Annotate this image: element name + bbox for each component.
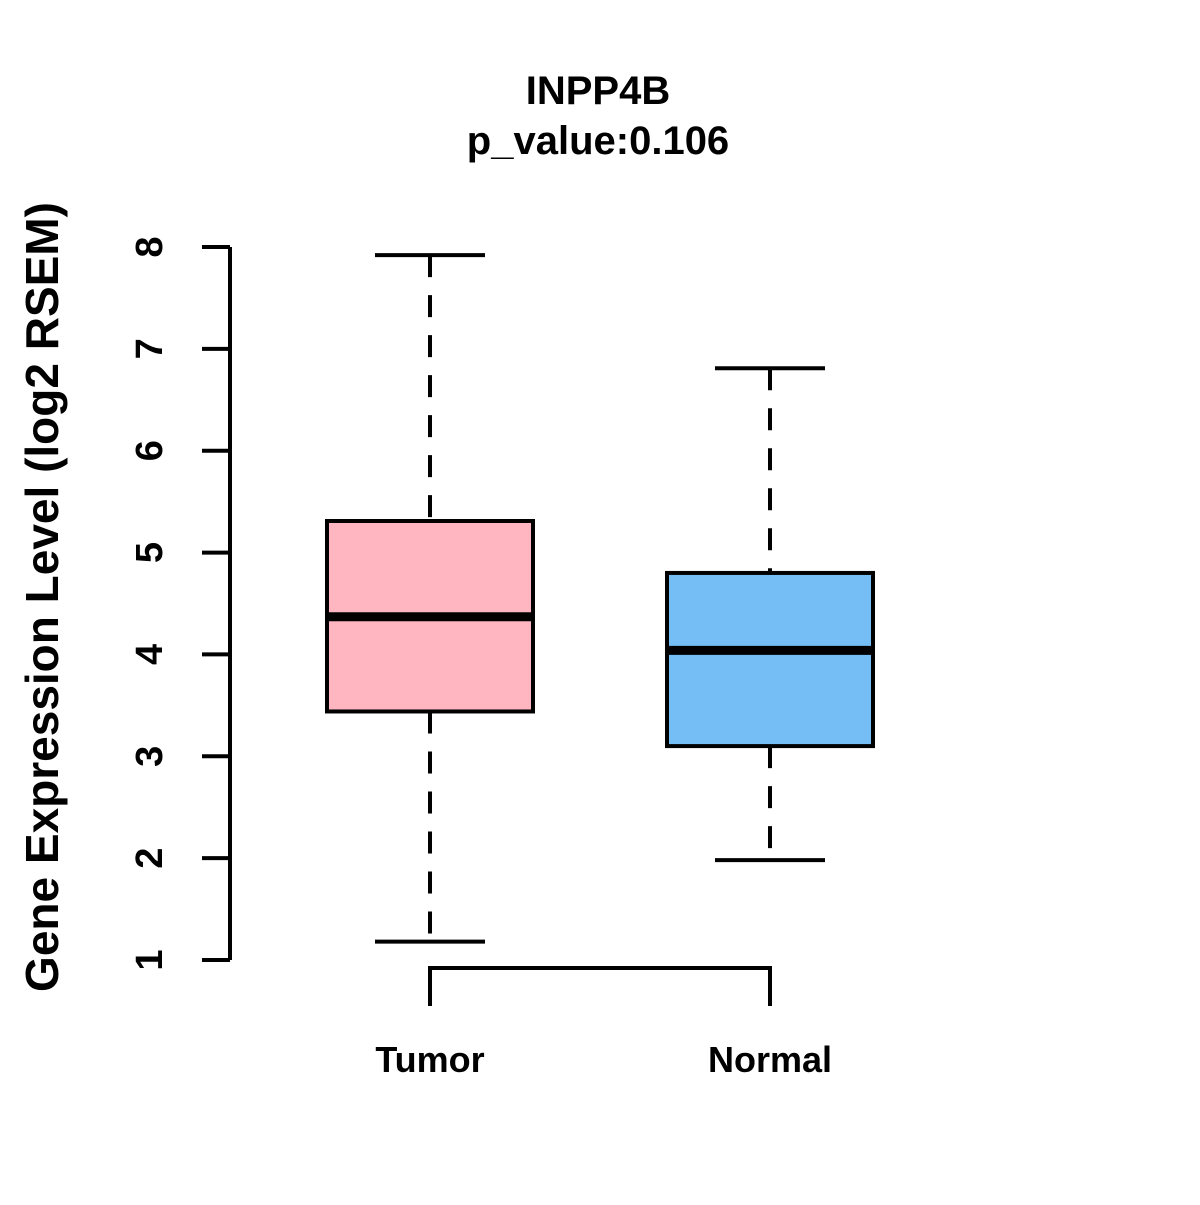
y-tick-label: 5 bbox=[129, 542, 171, 563]
y-tick-label: 6 bbox=[129, 440, 171, 461]
y-tick-label: 3 bbox=[129, 746, 171, 767]
y-axis-title: Gene Expression Level (log2 RSEM) bbox=[16, 202, 68, 992]
y-tick-label: 2 bbox=[129, 848, 171, 869]
chart-title: INPP4B bbox=[526, 69, 671, 113]
x-category-label-normal: Normal bbox=[708, 1039, 832, 1080]
normal-box bbox=[665, 570, 875, 749]
y-tick-label: 1 bbox=[129, 949, 171, 970]
y-tick-label: 4 bbox=[129, 644, 171, 665]
x-category-label-tumor: Tumor bbox=[375, 1039, 484, 1080]
chart-subtitle: p_value:0.106 bbox=[467, 119, 729, 163]
y-tick-label: 7 bbox=[129, 338, 171, 359]
axes: 1 2 3 4 5 6 7 8 Tumor Normal bbox=[129, 236, 832, 1080]
boxes bbox=[325, 253, 875, 944]
y-tick-label: 8 bbox=[129, 236, 171, 257]
x-axis-bracket bbox=[428, 966, 772, 1006]
